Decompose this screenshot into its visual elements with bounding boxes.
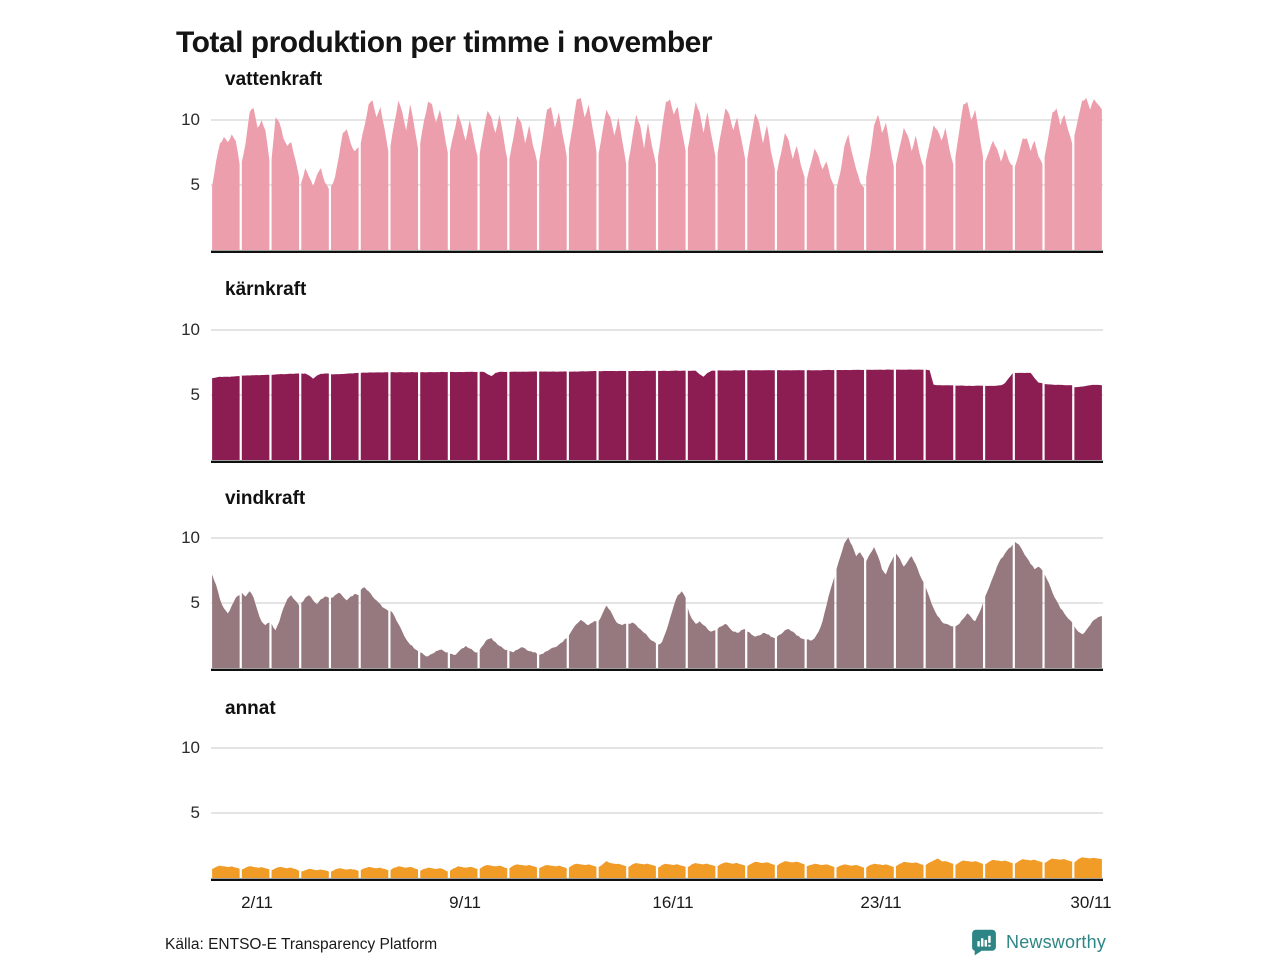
y-tick-5: 5 (190, 593, 200, 612)
x-tick-label: 30/11 (1070, 893, 1112, 912)
area-chart-annat (211, 747, 1103, 881)
brand-name: Newsworthy (1006, 931, 1107, 952)
x-tick-label: 23/11 (860, 893, 902, 912)
area-chart-karnkraft (211, 329, 1103, 463)
series-label-vattenkraft: vattenkraft (225, 69, 323, 90)
newsworthy-logo-icon (972, 929, 996, 956)
y-tick-5: 5 (190, 385, 200, 404)
y-tick-10: 10 (181, 320, 200, 339)
page-title: Total produktion per timme i november (176, 26, 713, 60)
series-label-vindkraft: vindkraft (225, 488, 306, 509)
y-tick-10: 10 (181, 528, 200, 547)
series-label-karnkraft: kärnkraft (225, 279, 307, 300)
area-chart-vindkraft (211, 537, 1103, 671)
y-tick-5: 5 (190, 175, 200, 194)
x-tick-label: 2/11 (241, 893, 273, 912)
y-tick-5: 5 (190, 803, 200, 822)
y-tick-10: 10 (181, 110, 200, 129)
y-tick-10: 10 (181, 738, 200, 757)
area-chart-vattenkraft (211, 97, 1103, 253)
series-label-annat: annat (225, 698, 276, 719)
source-note: Källa: ENTSO-E Transparency Platform (165, 936, 438, 953)
x-tick-label: 9/11 (449, 893, 481, 912)
newsworthy-brand: Newsworthy (970, 928, 1106, 956)
x-tick-label: 16/11 (652, 893, 694, 912)
